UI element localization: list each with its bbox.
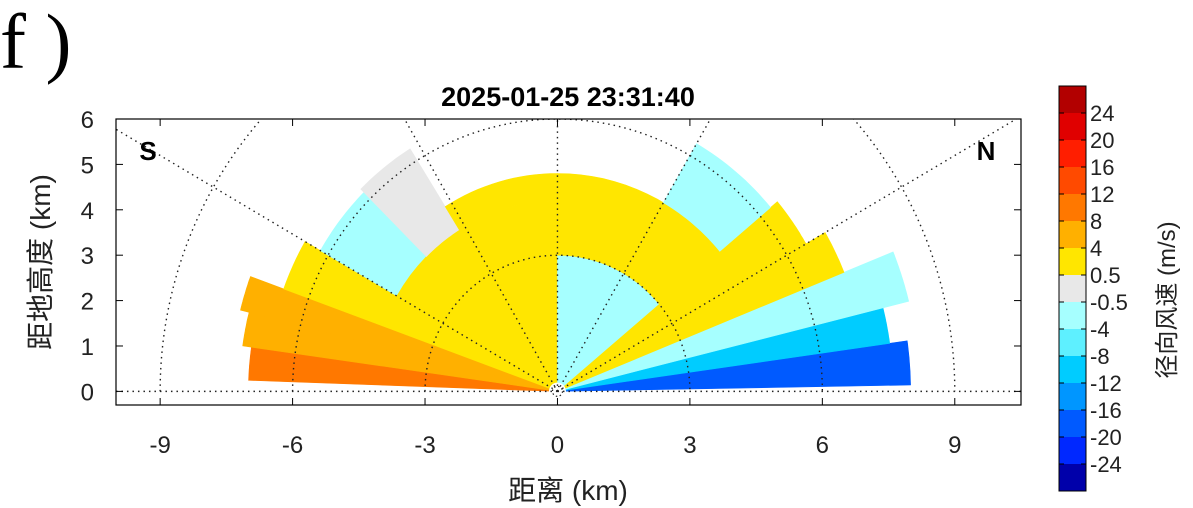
colorbar-tick-label: -12 — [1090, 371, 1122, 396]
colorbar-tick-label: -4 — [1090, 317, 1110, 342]
colorbar-label: 径向风速 (m/s) — [1154, 221, 1181, 378]
plot-frame — [115, 118, 1022, 406]
velocity-sector-1 — [242, 311, 550, 391]
colorbar-bin — [1059, 86, 1086, 114]
elevation-spoke-30 — [557, 119, 1018, 392]
colorbar-bin — [1059, 437, 1086, 465]
range-ring-6 — [291, 119, 824, 392]
colorbar-tick-label: -24 — [1090, 452, 1122, 477]
colorbar-bin — [1059, 356, 1086, 384]
y-tick-label: 5 — [81, 152, 94, 179]
x-tick-label: -9 — [149, 432, 170, 459]
colorbar-tick-label: -8 — [1090, 344, 1110, 369]
x-tick-label: 6 — [816, 432, 829, 459]
axis-ticks: -9 -6 -3 0 3 6 9 0 1 2 3 4 5 6 — [81, 107, 1021, 459]
x-tick-label: -3 — [414, 432, 435, 459]
x-tick-label: 3 — [683, 432, 696, 459]
colorbar-bin — [1059, 410, 1086, 438]
x-tick-label: -6 — [282, 432, 303, 459]
colorbar-tick-label: 8 — [1090, 209, 1102, 234]
colorbar-tick-label: 4 — [1090, 236, 1102, 261]
velocity-sector-15 — [662, 143, 771, 252]
colorbar-tick-label: -16 — [1090, 398, 1122, 423]
colorbar-bin — [1059, 383, 1086, 411]
colorbar-tick-label: -0.5 — [1090, 290, 1128, 315]
colorbar-bin — [1059, 248, 1086, 276]
y-tick-label: 2 — [81, 289, 94, 316]
y-tick-label: 1 — [81, 334, 94, 361]
y-axis-label: 距地高度 (km) — [25, 174, 56, 350]
velocity-sector-11 — [564, 232, 845, 389]
y-tick-label: 0 — [81, 379, 94, 406]
colorbar-bin — [1059, 140, 1086, 168]
y-tick-label: 3 — [81, 243, 94, 270]
direction-label-left: S — [139, 136, 156, 166]
x-tick-label: 9 — [948, 432, 961, 459]
x-tick-label: 0 — [551, 432, 564, 459]
colorbar-tick-label: 0.5 — [1090, 263, 1121, 288]
velocity-field — [240, 143, 911, 392]
velocity-sector-10 — [565, 251, 910, 390]
colorbar-bin — [1059, 302, 1086, 330]
x-axis-label: 距离 (km) — [508, 475, 628, 506]
radar-origin — [551, 385, 564, 397]
colorbar-tick-label: 12 — [1090, 182, 1114, 207]
polar-grid — [116, 119, 1021, 397]
velocity-sector-0 — [248, 346, 550, 392]
colorbar-bin — [1059, 194, 1086, 222]
colorbar-bin — [1059, 113, 1086, 141]
colorbar-tick-label: 24 — [1090, 101, 1114, 126]
colorbar-bin — [1059, 275, 1086, 303]
velocity-sector-12 — [563, 201, 807, 388]
colorbar-tick-label: 20 — [1090, 128, 1114, 153]
velocity-sector-2 — [240, 276, 550, 390]
elevation-spoke-150 — [116, 128, 558, 392]
colorbar-bin — [1059, 221, 1086, 249]
colorbar-bin — [1059, 329, 1086, 357]
velocity-sector-9 — [565, 307, 891, 391]
colorbar-bin — [1059, 167, 1086, 195]
velocity-sector-8 — [565, 340, 911, 392]
colorbar-frame — [1058, 85, 1087, 492]
y-tick-label: 6 — [81, 107, 94, 134]
colorbar-tick-label: -20 — [1090, 425, 1122, 450]
direction-label-right: N — [977, 136, 996, 166]
colorbar-bin — [1059, 464, 1086, 492]
y-tick-label: 4 — [81, 198, 94, 225]
chart-title: 2025-01-25 23:31:40 — [441, 82, 695, 112]
panel-label: f ) — [0, 0, 71, 85]
colorbar-tick-label: 16 — [1090, 155, 1114, 180]
